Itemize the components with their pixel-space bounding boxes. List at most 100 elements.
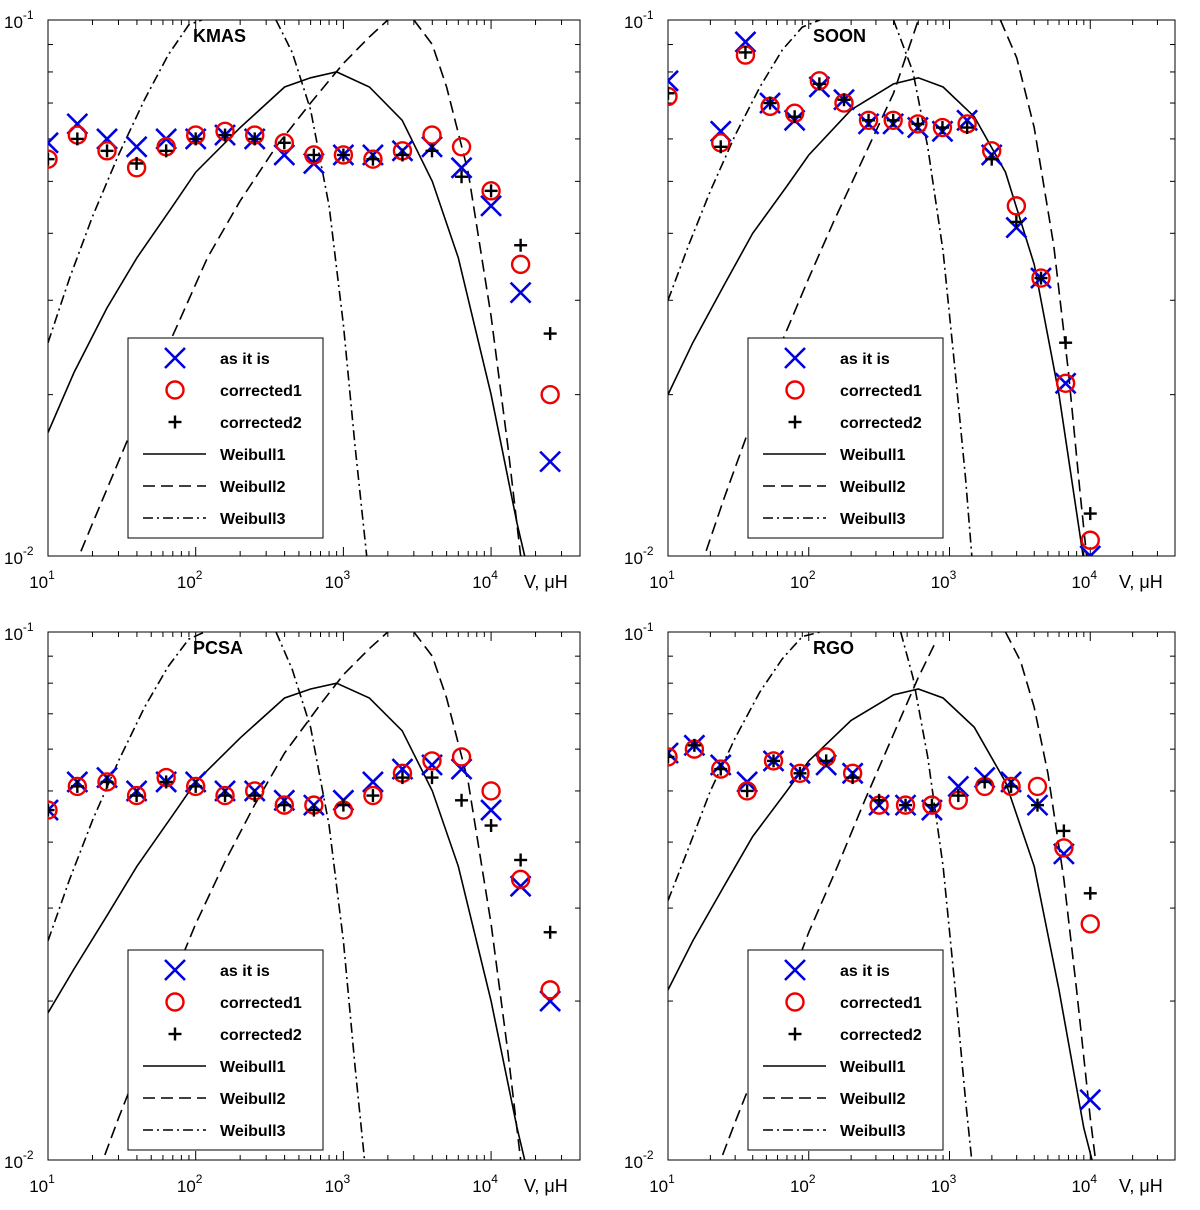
point-corrected2 <box>48 803 55 817</box>
point-corrected1 <box>908 114 928 134</box>
point-corrected2 <box>543 925 557 939</box>
point-corrected2 <box>336 798 350 812</box>
legend-label-weibull1: Weibull1 <box>220 1059 286 1076</box>
curve-weibull1 <box>48 682 526 1160</box>
point-corrected2 <box>960 121 974 135</box>
legend-label-weibull2: Weibull2 <box>840 1091 906 1108</box>
point-corrected2 <box>846 771 860 785</box>
x-tick-label: 101 <box>29 1172 55 1196</box>
y-tick-label: 10-1 <box>624 8 654 32</box>
point-corrected2 <box>767 754 781 768</box>
point-corrected2 <box>862 113 876 127</box>
point-corrected2 <box>872 793 886 807</box>
legend-label-corrected1: corrected1 <box>840 383 922 400</box>
point-corrected1 <box>304 145 324 165</box>
legend-marker-corrected2 <box>788 1027 802 1041</box>
point-corrected2 <box>543 327 557 341</box>
x-axis-label: V, μH <box>524 572 568 592</box>
point-corrected1 <box>67 776 88 797</box>
point-corrected1 <box>510 869 531 890</box>
curve-weibull3 <box>275 632 366 1160</box>
point-as-it-is <box>391 758 414 781</box>
point-corrected2 <box>189 132 203 146</box>
plot-area <box>668 20 1102 556</box>
legend-label-weibull1: Weibull1 <box>840 1059 906 1076</box>
point-corrected1 <box>274 795 294 815</box>
x-tick-label: 103 <box>325 1172 351 1196</box>
x-tick-label: 104 <box>472 568 498 592</box>
point-corrected2 <box>159 775 173 789</box>
point-corrected2 <box>1009 215 1023 229</box>
point-corrected1 <box>737 781 757 801</box>
point-corrected1 <box>274 133 294 153</box>
point-corrected1 <box>858 110 879 130</box>
legend: as it is corrected1 corrected2 Weibull1 Weib… <box>747 337 944 539</box>
point-corrected2 <box>425 144 439 158</box>
point-corrected2 <box>899 798 913 812</box>
legend-label-weibull3: Weibull3 <box>220 1123 286 1140</box>
point-corrected2 <box>911 117 925 131</box>
legend: as it is corrected1 corrected2 Weibull1 Weib… <box>747 949 944 1151</box>
point-corrected1 <box>126 785 147 806</box>
point-corrected2 <box>763 96 777 110</box>
point-as-it-is <box>125 135 148 158</box>
curve-weibull3 <box>48 632 206 942</box>
legend-marker-as-it-is <box>784 347 806 369</box>
plot-area <box>48 632 562 1160</box>
point-corrected2 <box>48 152 55 166</box>
point-corrected2 <box>985 152 999 166</box>
x-tick-label: 102 <box>177 568 203 592</box>
panel-pcsa: 101 102 103 104 10-2 10-1 V, μH PCSA as it is cor… <box>4 620 581 1196</box>
point-corrected1 <box>711 759 731 779</box>
legend-label-weibull1: Weibull1 <box>840 447 906 464</box>
point-as-it-is <box>668 69 679 92</box>
point-corrected2 <box>1083 507 1097 521</box>
point-corrected2 <box>455 170 469 184</box>
panel-rgo-axes-box <box>667 631 1176 1161</box>
point-corrected2 <box>189 779 203 793</box>
point-corrected1 <box>481 181 501 201</box>
point-corrected2 <box>130 156 144 170</box>
legend-label-corrected2: corrected2 <box>220 1027 302 1044</box>
point-corrected2 <box>1030 798 1044 812</box>
point-corrected1 <box>668 747 678 767</box>
point-corrected1 <box>932 117 953 138</box>
legend-marker-as-it-is <box>164 959 186 981</box>
point-corrected2 <box>514 238 528 252</box>
legend-label-corrected1: corrected1 <box>220 995 302 1012</box>
x-tick-label: 104 <box>1071 568 1097 592</box>
point-corrected1 <box>48 149 58 169</box>
point-corrected1 <box>922 795 942 815</box>
point-corrected1 <box>363 149 383 169</box>
point-corrected2 <box>793 766 807 780</box>
legend: as it is corrected1 corrected2 Weibull1 Weib… <box>127 337 324 539</box>
point-corrected2 <box>1083 886 1097 900</box>
legend: as it is corrected1 corrected2 Weibull1 Weib… <box>127 949 324 1151</box>
y-tick-label: 10-1 <box>4 8 34 32</box>
point-corrected2 <box>935 121 949 135</box>
point-corrected2 <box>687 738 701 752</box>
point-corrected1 <box>510 254 531 275</box>
x-tick-label: 104 <box>1071 1172 1097 1196</box>
point-corrected2 <box>455 793 469 807</box>
point-corrected1 <box>422 125 442 145</box>
curve-weibull1 <box>48 71 526 556</box>
point-corrected1 <box>1080 530 1100 550</box>
point-corrected1 <box>363 785 383 806</box>
legend-label-as-it-is: as it is <box>840 963 890 980</box>
point-corrected2 <box>366 789 380 803</box>
legend-marker-corrected2 <box>168 415 182 429</box>
curve-weibull3 <box>275 20 368 556</box>
panel-title: KMAS <box>193 26 246 46</box>
point-corrected2 <box>277 136 291 150</box>
legend-marker-corrected1 <box>165 380 185 400</box>
point-corrected2 <box>277 798 291 812</box>
panel-kmas-axes-box <box>47 19 581 557</box>
legend-label-weibull3: Weibull3 <box>840 1123 906 1140</box>
legend-marker-corrected1 <box>165 992 185 1012</box>
point-as-it-is <box>1079 1088 1102 1111</box>
curve-weibull2 <box>999 20 1088 556</box>
curve-weibull2 <box>78 20 389 556</box>
x-tick-label: 103 <box>325 568 351 592</box>
